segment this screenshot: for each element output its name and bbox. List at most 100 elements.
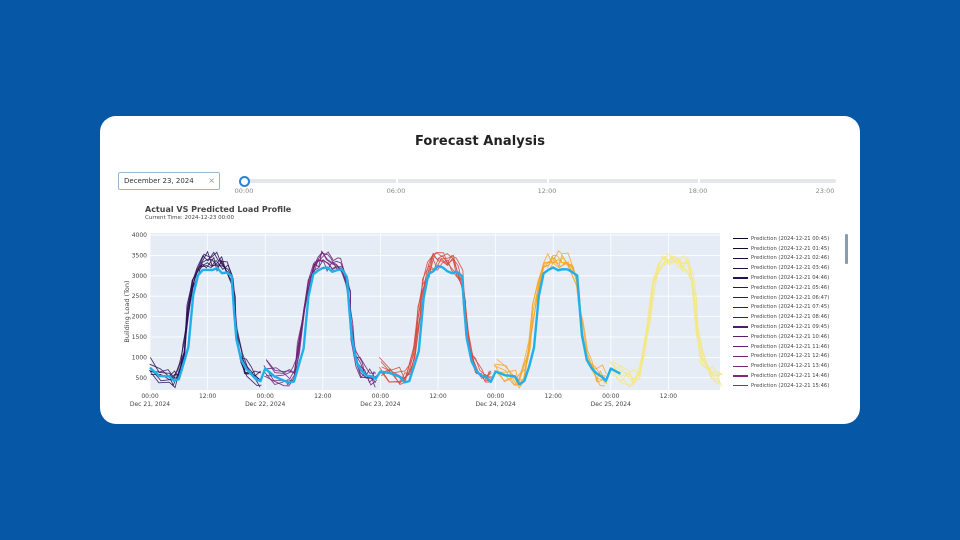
y-tick-label: 2500 bbox=[132, 293, 147, 300]
actual-load-line bbox=[149, 264, 621, 386]
x-tick-label: 12:00 bbox=[199, 393, 216, 400]
load-profile-chart: 500100015002000250030003500400000:00Dec … bbox=[123, 232, 723, 408]
date-picker-input[interactable]: December 23, 2024 × bbox=[118, 172, 220, 190]
prediction-line bbox=[494, 252, 606, 383]
prediction-line bbox=[378, 252, 492, 383]
legend-item[interactable]: Prediction (2024-12-21 03:46) bbox=[733, 263, 845, 273]
prediction-line bbox=[263, 259, 376, 387]
y-tick-label: 4000 bbox=[132, 232, 147, 239]
legend-swatch bbox=[733, 248, 748, 250]
legend-label: Prediction (2024-12-21 13:46) bbox=[751, 363, 830, 370]
slider-step-dot bbox=[698, 179, 700, 183]
legend-item[interactable]: Prediction (2024-12-21 01:45) bbox=[733, 244, 845, 254]
legend-item[interactable]: Prediction (2024-12-21 04:46) bbox=[733, 273, 845, 283]
legend-swatch bbox=[733, 385, 748, 387]
y-tick-label: 3000 bbox=[132, 273, 147, 280]
legend-item[interactable]: Prediction (2024-12-21 12:46) bbox=[733, 352, 845, 362]
legend-swatch bbox=[733, 336, 748, 338]
slider-mark: 06:00 bbox=[386, 187, 406, 195]
prediction-line bbox=[611, 257, 721, 382]
x-tick-label: 12:00 bbox=[660, 393, 677, 400]
x-tick-label: 12:00 bbox=[314, 393, 331, 400]
y-tick-label: 1000 bbox=[132, 354, 147, 361]
legend-item[interactable]: Prediction (2024-12-21 13:46) bbox=[733, 361, 845, 371]
slider-step-dot bbox=[396, 179, 398, 183]
forecast-card: Forecast Analysis December 23, 2024 × 00… bbox=[100, 116, 860, 424]
legend-label: Prediction (2024-12-21 06:47) bbox=[751, 294, 830, 301]
legend-swatch bbox=[733, 326, 748, 328]
legend-label: Prediction (2024-12-21 11:46) bbox=[751, 343, 830, 350]
prediction-line bbox=[265, 251, 377, 374]
chart-legend[interactable]: Prediction (2024-12-21 00:45) Prediction … bbox=[733, 234, 845, 394]
date-value: December 23, 2024 bbox=[124, 177, 194, 185]
legend-swatch bbox=[733, 277, 748, 279]
legend-swatch bbox=[733, 355, 748, 358]
legend-item[interactable]: Prediction (2024-12-21 06:47) bbox=[733, 293, 845, 303]
legend-label: Prediction (2024-12-21 08:46) bbox=[751, 314, 830, 321]
y-axis-label: Building Load (Ton) bbox=[123, 280, 131, 342]
legend-item[interactable]: Prediction (2024-12-21 00:45) bbox=[733, 234, 845, 244]
time-slider-handle[interactable] bbox=[239, 176, 250, 187]
y-tick-label: 3500 bbox=[132, 252, 147, 259]
legend-swatch bbox=[733, 287, 748, 289]
x-tick-date-label: Dec 25, 2024 bbox=[591, 401, 631, 408]
legend-item[interactable]: Prediction (2024-12-21 14:46) bbox=[733, 371, 845, 381]
legend-label: Prediction (2024-12-21 15:46) bbox=[751, 382, 830, 389]
x-tick-date-label: Dec 22, 2024 bbox=[245, 401, 285, 408]
x-tick-date-label: Dec 23, 2024 bbox=[360, 401, 400, 408]
legend-item[interactable]: Prediction (2024-12-21 02:46) bbox=[733, 254, 845, 264]
legend-label: Prediction (2024-12-21 12:46) bbox=[751, 353, 830, 360]
y-tick-label: 500 bbox=[136, 375, 148, 382]
legend-label: Prediction (2024-12-21 03:46) bbox=[751, 265, 830, 272]
legend-label: Prediction (2024-12-21 01:45) bbox=[751, 245, 830, 252]
legend-label: Prediction (2024-12-21 09:45) bbox=[751, 324, 830, 331]
slider-mark: 00:00 bbox=[234, 187, 254, 195]
legend-label: Prediction (2024-12-21 04:46) bbox=[751, 275, 830, 282]
legend-swatch bbox=[733, 257, 748, 260]
legend-item[interactable]: Prediction (2024-12-21 10:46) bbox=[733, 332, 845, 342]
legend-item[interactable]: Prediction (2024-12-21 05:46) bbox=[733, 283, 845, 293]
x-tick-label: 00:00 bbox=[372, 393, 389, 400]
legend-label: Prediction (2024-12-21 02:46) bbox=[751, 255, 830, 262]
prediction-line bbox=[266, 251, 377, 382]
x-tick-label: 00:00 bbox=[487, 393, 504, 400]
x-tick-label: 00:00 bbox=[141, 393, 158, 400]
x-tick-label: 00:00 bbox=[257, 393, 274, 400]
legend-item[interactable]: Prediction (2024-12-21 09:45) bbox=[733, 322, 845, 332]
chart-title: Actual VS Predicted Load Profile bbox=[145, 205, 292, 214]
legend-item[interactable]: Prediction (2024-12-21 15:46) bbox=[733, 381, 845, 391]
legend-swatch bbox=[733, 375, 748, 377]
legend-item[interactable]: Prediction (2024-12-21 07:45) bbox=[733, 303, 845, 313]
prediction-line bbox=[149, 251, 262, 381]
x-tick-label: 12:00 bbox=[545, 393, 562, 400]
legend-item[interactable]: Prediction (2024-12-21 11:46) bbox=[733, 342, 845, 352]
page-title: Forecast Analysis bbox=[414, 134, 546, 149]
legend-label: Prediction (2024-12-21 05:46) bbox=[751, 284, 830, 291]
legend-label: Prediction (2024-12-21 07:45) bbox=[751, 304, 830, 311]
legend-swatch bbox=[733, 365, 748, 367]
x-tick-label: 00:00 bbox=[602, 393, 619, 400]
legend-item[interactable]: Prediction (2024-12-21 08:46) bbox=[733, 312, 845, 322]
chart-subtitle: Current Time: 2024-12-23 00:00 bbox=[145, 215, 235, 221]
legend-label: Prediction (2024-12-21 00:45) bbox=[751, 235, 830, 242]
legend-swatch bbox=[733, 306, 748, 309]
y-tick-label: 1500 bbox=[132, 334, 147, 341]
slider-step-dot bbox=[547, 179, 549, 183]
x-tick-date-label: Dec 24, 2024 bbox=[475, 401, 515, 408]
legend-scrollbar[interactable] bbox=[845, 234, 848, 264]
legend-swatch bbox=[733, 346, 748, 348]
prediction-line bbox=[612, 252, 723, 377]
y-tick-label: 2000 bbox=[132, 314, 147, 321]
time-slider-rail[interactable] bbox=[244, 179, 836, 183]
legend-swatch bbox=[733, 316, 748, 318]
slider-mark: 12:00 bbox=[537, 187, 557, 195]
legend-swatch bbox=[733, 297, 748, 299]
x-tick-label: 12:00 bbox=[429, 393, 446, 400]
slider-mark: 18:00 bbox=[688, 187, 708, 195]
slider-mark: 23:00 bbox=[815, 187, 835, 195]
prediction-line bbox=[263, 259, 376, 388]
legend-swatch bbox=[733, 267, 748, 269]
close-icon[interactable]: × bbox=[208, 176, 215, 185]
legend-swatch bbox=[733, 238, 748, 240]
x-tick-date-label: Dec 21, 2024 bbox=[130, 401, 170, 408]
